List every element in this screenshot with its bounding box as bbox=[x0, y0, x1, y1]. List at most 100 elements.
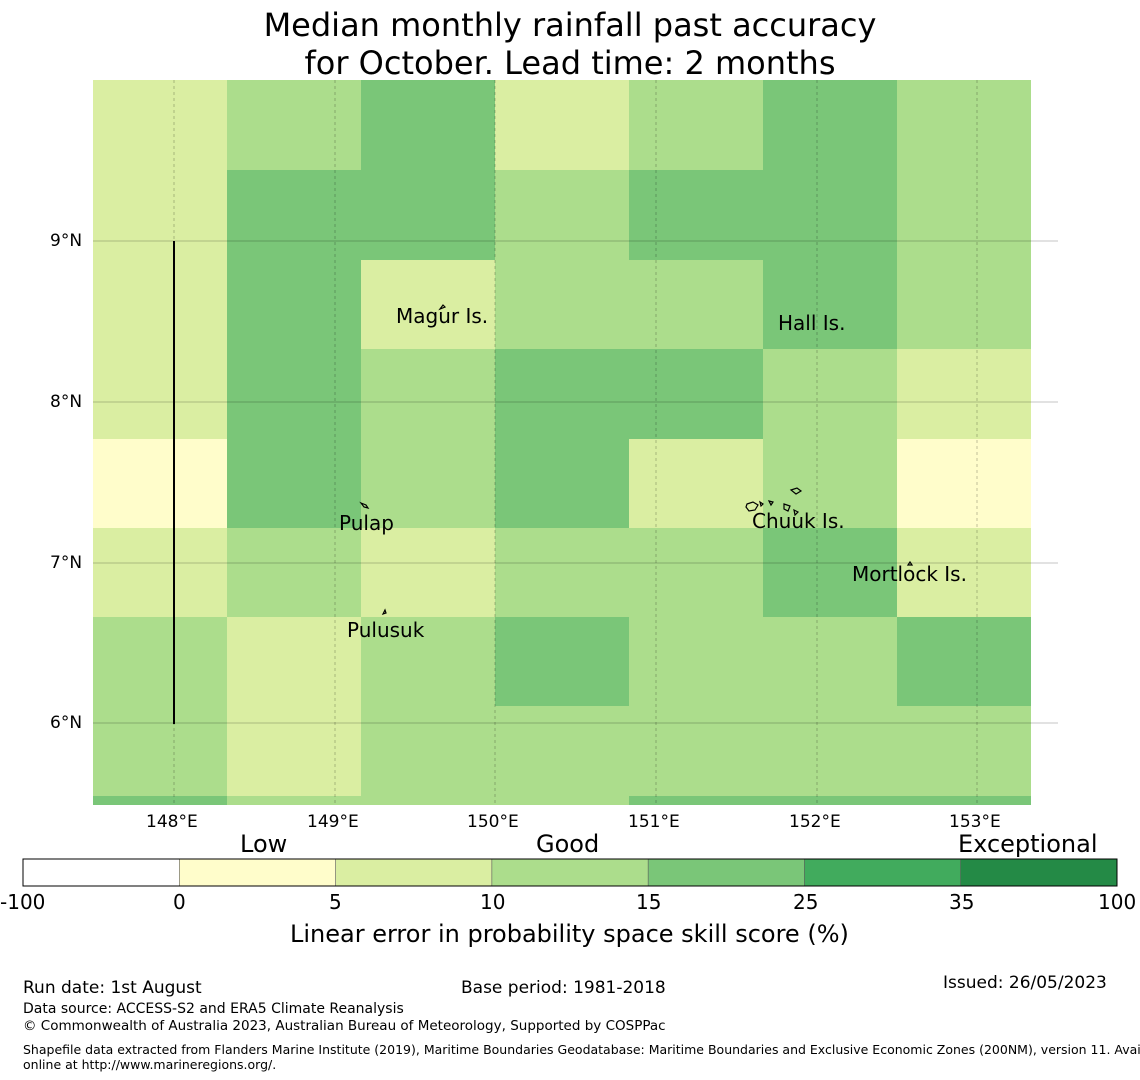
colorbar-segment bbox=[335, 859, 492, 886]
grid-cell bbox=[361, 617, 495, 706]
grid-cell bbox=[897, 439, 1031, 528]
colorbar-segment bbox=[960, 859, 1117, 886]
skill-grid bbox=[93, 80, 1031, 805]
grid-cell bbox=[227, 617, 361, 706]
map-title-line1: Median monthly rainfall past accuracy bbox=[263, 6, 877, 44]
place-label-pulap: Pulap bbox=[339, 511, 394, 535]
grid-cell bbox=[361, 796, 495, 805]
pulap-island-shape bbox=[359, 501, 370, 509]
chuuk-island-shape bbox=[745, 501, 759, 512]
grid-cell bbox=[897, 80, 1031, 170]
lat-label-6n: 6°N bbox=[50, 713, 83, 733]
category-label-good: Good bbox=[536, 830, 600, 858]
colorbar-segment bbox=[804, 859, 961, 886]
grid-cell bbox=[93, 170, 227, 260]
lat-label-9n: 9°N bbox=[50, 231, 83, 251]
grid-cell bbox=[897, 260, 1031, 349]
lon-label-151e: 151°E bbox=[628, 812, 680, 832]
grid-cell bbox=[227, 706, 361, 796]
grid-cell bbox=[361, 528, 495, 617]
grid-cell bbox=[93, 439, 227, 528]
grid-cell bbox=[763, 439, 897, 528]
grid-cell bbox=[93, 796, 227, 805]
pulusuk-island-shape bbox=[381, 608, 387, 616]
grid-cell bbox=[495, 349, 629, 439]
grid-cell bbox=[227, 260, 361, 349]
grid-cell bbox=[93, 706, 227, 796]
grid-cell bbox=[763, 706, 897, 796]
shapefile-credit-line2: online at http://www.marineregions.org/. bbox=[23, 1057, 277, 1072]
grid-cell bbox=[763, 349, 897, 439]
colorbar bbox=[22, 858, 1118, 887]
grid-cell bbox=[629, 528, 763, 617]
grid-cell bbox=[763, 796, 897, 805]
map-title-line2: for October. Lead time: 2 months bbox=[304, 44, 836, 82]
grid-cell bbox=[361, 439, 495, 528]
run-date: Run date: 1st August bbox=[23, 978, 202, 998]
colorbar-segment bbox=[23, 859, 180, 886]
place-label-chuuk: Chuuk Is. bbox=[752, 509, 845, 533]
category-label-low: Low bbox=[240, 830, 288, 858]
colorbar-tick-label: 25 bbox=[793, 890, 819, 914]
shapefile-credit-line1: Shapefile data extracted from Flanders M… bbox=[23, 1042, 1140, 1057]
mortlock-island-shape bbox=[906, 560, 914, 566]
colorbar-title: Linear error in probability space skill … bbox=[290, 920, 849, 948]
colorbar-border bbox=[22, 858, 1118, 887]
lat-gridlines bbox=[93, 240, 1058, 724]
grid-cell bbox=[361, 349, 495, 439]
place-label-mortlock: Mortlock Is. bbox=[852, 562, 967, 586]
grid-cell bbox=[897, 617, 1031, 706]
grid-cell bbox=[629, 260, 763, 349]
grid-cell bbox=[361, 260, 495, 349]
grid-cell bbox=[897, 528, 1031, 617]
place-label-pulusuk: Pulusuk bbox=[347, 618, 425, 642]
lon-label-152e: 152°E bbox=[789, 812, 841, 832]
grid-cell bbox=[93, 349, 227, 439]
grid-cell bbox=[93, 80, 227, 170]
base-period: Base period: 1981-2018 bbox=[461, 978, 666, 998]
grid-cell bbox=[93, 528, 227, 617]
lat-label-7n: 7°N bbox=[50, 553, 83, 573]
colorbar-segment bbox=[491, 859, 649, 886]
grid-cell bbox=[763, 617, 897, 706]
colorbar-tick-label: 5 bbox=[329, 890, 342, 914]
grid-cell bbox=[629, 80, 763, 170]
lon-label-153e: 153°E bbox=[949, 812, 1001, 832]
grid-cell bbox=[227, 528, 361, 617]
grid-cell bbox=[93, 260, 227, 349]
grid-cell bbox=[495, 439, 629, 528]
colorbar-segment bbox=[179, 859, 336, 886]
grid-cell bbox=[227, 80, 361, 170]
grid-cell bbox=[495, 528, 629, 617]
lon-label-148e: 148°E bbox=[146, 812, 198, 832]
place-label-hall: Hall Is. bbox=[778, 311, 846, 335]
colorbar-segment bbox=[648, 859, 805, 886]
colorbar-tick-label: 10 bbox=[480, 890, 506, 914]
grid-cell bbox=[629, 349, 763, 439]
copyright: © Commonwealth of Australia 2023, Austra… bbox=[23, 1018, 666, 1034]
grid-cell bbox=[495, 80, 629, 170]
grid-cell bbox=[495, 617, 629, 706]
grid-cell bbox=[763, 260, 897, 349]
grid-cell bbox=[495, 796, 629, 805]
issued-date: Issued: 26/05/2023 bbox=[943, 973, 1107, 993]
grid-cell bbox=[495, 706, 629, 796]
lon-label-149e: 149°E bbox=[307, 812, 359, 832]
grid-cell bbox=[629, 617, 763, 706]
grid-cell bbox=[629, 439, 763, 528]
grid-cell bbox=[629, 706, 763, 796]
grid-cell bbox=[93, 617, 227, 706]
lat-label-8n: 8°N bbox=[50, 392, 83, 412]
grid-cell bbox=[763, 80, 897, 170]
grid-cell bbox=[227, 349, 361, 439]
grid-cell bbox=[495, 170, 629, 260]
colorbar-tick-label: 15 bbox=[636, 890, 662, 914]
category-label-exceptional: Exceptional bbox=[958, 830, 1098, 858]
data-source: Data source: ACCESS-S2 and ERA5 Climate … bbox=[23, 1001, 404, 1017]
place-label-magur: Magur Is. bbox=[396, 304, 489, 328]
grid-cell bbox=[897, 349, 1031, 439]
grid-cell bbox=[763, 528, 897, 617]
grid-cell bbox=[227, 439, 361, 528]
colorbar-tick-label: 100 bbox=[1098, 890, 1137, 914]
